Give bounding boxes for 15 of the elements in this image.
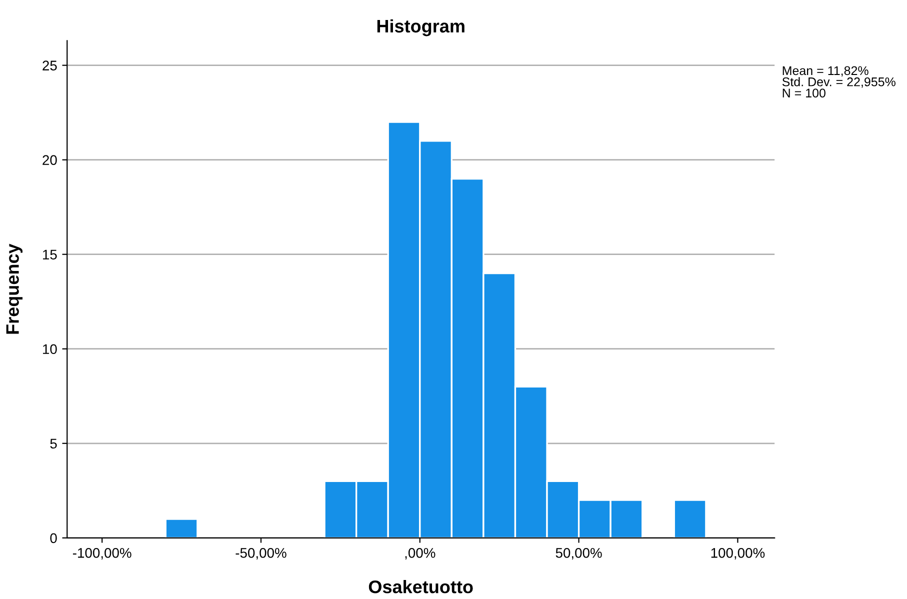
y-axis-title: Frequency bbox=[6, 244, 23, 334]
x-tick-label: ,00% bbox=[405, 548, 436, 560]
x-tick-label: 50,00% bbox=[556, 548, 602, 560]
y-tick-label: 20 bbox=[42, 155, 57, 165]
y-tick-label: 25 bbox=[42, 60, 57, 70]
text: Mean = 11,82% Std. Dev. = 22,955% N = 100 bbox=[782, 66, 896, 98]
x-tick-label: -100,00% bbox=[72, 548, 132, 560]
x-tick-label: -50,00% bbox=[236, 548, 286, 560]
x-tick-label: 100,00% bbox=[711, 548, 765, 560]
y-tick-label: 10 bbox=[43, 344, 57, 354]
x-axis-title: Osaketuotto bbox=[368, 580, 473, 594]
y-tick-label: 0 bbox=[50, 533, 57, 544]
y-tick-label: 15 bbox=[43, 250, 57, 260]
chart-title: Histogram bbox=[377, 19, 464, 36]
y-tick-label: 5 bbox=[50, 438, 57, 449]
